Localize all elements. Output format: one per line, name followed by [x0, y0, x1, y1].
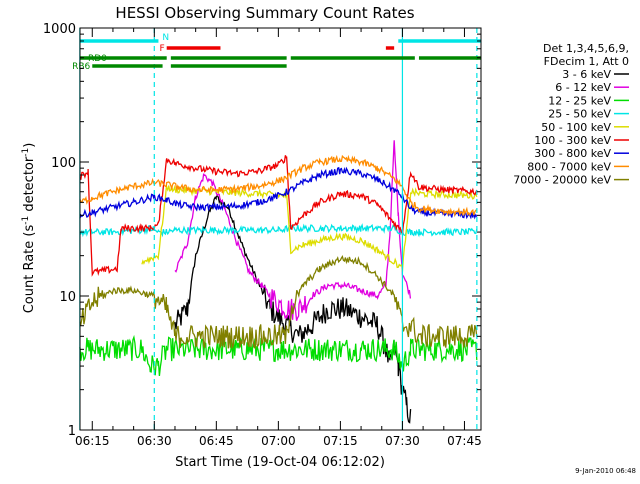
legend: Det 1,3,4,5,6,9, FDecim 1, Att 0 3 - 6 k…: [513, 42, 629, 187]
series-line-8: [79, 255, 478, 350]
series-5: [79, 155, 478, 277]
data-layer: [79, 140, 478, 424]
x-tick-label-1: 06:30: [137, 434, 172, 448]
legend-label-0: 3 - 6 keV: [562, 68, 611, 81]
series-line-6: [79, 166, 478, 220]
x-tick-label-6: 07:45: [447, 434, 482, 448]
y-tick-label-1: 10: [59, 290, 76, 305]
series-7: [79, 154, 478, 218]
footer-timestamp: 9-Jan-2010 06:48: [575, 467, 636, 475]
series-line-3: [79, 223, 478, 238]
series-0: [174, 194, 412, 424]
legend-label-7: 800 - 7000 keV: [527, 160, 611, 173]
x-tick-label-3: 07:00: [261, 434, 296, 448]
chart-title: HESSI Observing Summary Count Rates: [115, 4, 414, 22]
series-4: [141, 184, 478, 272]
legend-label-6: 300 - 800 keV: [534, 147, 611, 160]
plot-frame: [79, 27, 482, 431]
state-label-f: F: [160, 44, 165, 54]
series-line-5: [79, 155, 478, 277]
series-8: [79, 255, 478, 350]
series-line-4: [141, 184, 478, 272]
legend-label-5: 100 - 300 keV: [534, 134, 611, 147]
x-tick-label-4: 07:15: [323, 434, 358, 448]
y-axis-label-sup1: -1: [21, 216, 31, 225]
axes-layer: 1 10 100 1000 06:15 06:30 06:45 07:00 07:15 07:30…: [43, 22, 482, 448]
y-axis-label-main: Count Rate (s: [22, 225, 37, 314]
legend-label-3: 25 - 50 keV: [548, 108, 611, 121]
legend-header-line-2: FDecim 1, Att 0: [544, 55, 629, 68]
legend-label-1: 6 - 12 keV: [555, 81, 611, 94]
y-axis-label: Count Rate (s-1 detector-1): [21, 143, 37, 314]
series-line-2: [79, 334, 478, 376]
series-6: [79, 166, 478, 220]
x-tick-label-0: 06:15: [75, 434, 110, 448]
y-axis-label-sup2: -1: [21, 148, 31, 157]
series-3: [79, 223, 478, 238]
series-line-0: [174, 194, 412, 424]
y-axis-label-mid: detector: [22, 156, 37, 216]
state-label-n: N: [162, 33, 169, 43]
y-tick-label-0: 1: [68, 424, 76, 439]
series-2: [79, 334, 478, 376]
series-line-7: [79, 154, 478, 218]
state-label-rd0: RD0: [88, 54, 107, 64]
y-axis-label-end: ): [22, 143, 37, 148]
x-tick-label-5: 07:30: [385, 434, 420, 448]
legend-label-4: 50 - 100 keV: [541, 121, 611, 134]
x-axis-label: Start Time (19-Oct-04 06:12:02): [175, 455, 385, 470]
x-tick-label-2: 06:45: [199, 434, 234, 448]
legend-header-line-1: Det 1,3,4,5,6,9,: [543, 42, 629, 55]
y-tick-label-3: 1000: [43, 22, 76, 37]
legend-label-2: 12 - 25 keV: [548, 94, 611, 107]
legend-label-8: 7000 - 20000 keV: [513, 174, 611, 187]
y-tick-label-2: 100: [51, 156, 76, 171]
state-label-rb6: RB6: [72, 62, 90, 72]
